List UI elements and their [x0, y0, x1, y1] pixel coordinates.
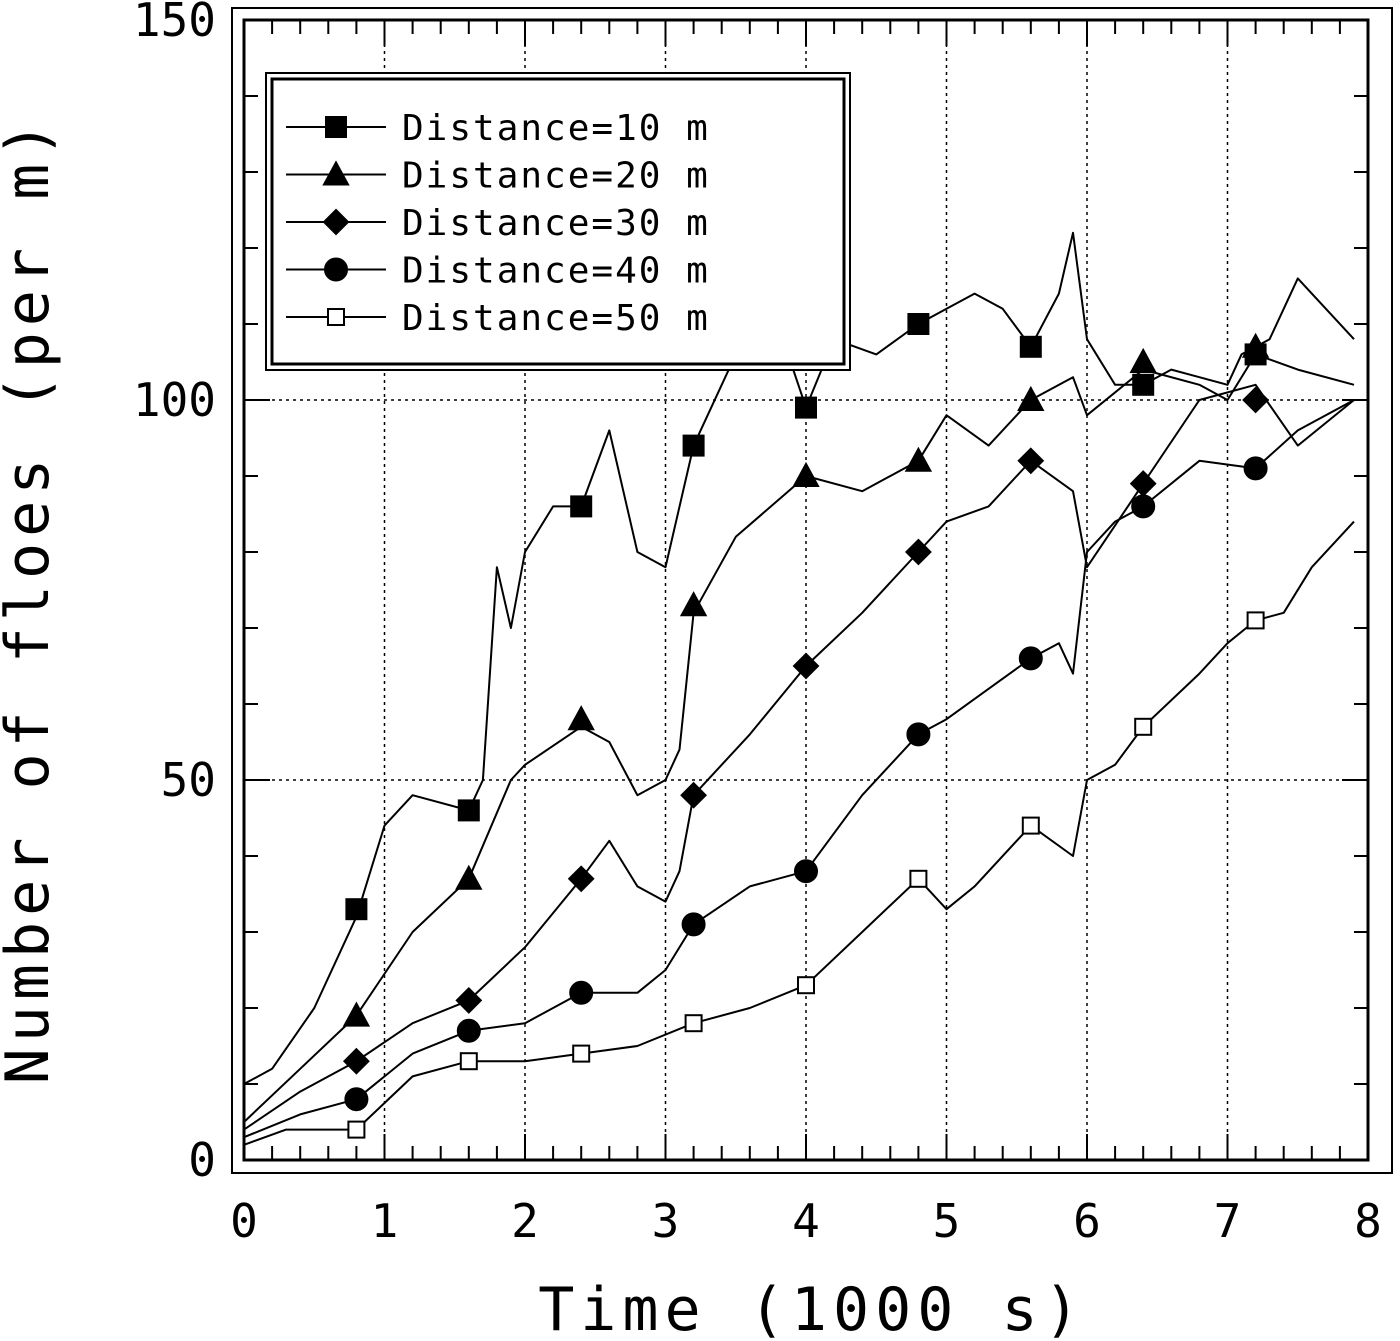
- series-2-point: [792, 461, 820, 487]
- series-4-point: [456, 1018, 481, 1043]
- series-5-point: [1134, 717, 1153, 736]
- x-tick-label: 7: [1214, 1194, 1242, 1248]
- y-tick-label: 0: [188, 1133, 216, 1187]
- series-5-point: [1021, 816, 1040, 835]
- x-tick-label: 5: [933, 1194, 961, 1248]
- series-5-point: [1246, 611, 1265, 630]
- x-axis-title: Time (1000 s): [538, 1275, 1086, 1341]
- y-tick-label: 150: [133, 0, 216, 47]
- series-line-4: [243, 399, 1355, 1139]
- series-1-point: [907, 313, 930, 335]
- series-1-point: [682, 434, 705, 457]
- series-2-point: [679, 591, 708, 617]
- y-tick-label: 50: [161, 753, 216, 807]
- series-2-point: [1129, 347, 1157, 373]
- x-tick-label: 1: [371, 1194, 399, 1248]
- legend-label-2: Distance=20 m: [402, 156, 710, 197]
- legend-label-5: Distance=50 m: [402, 298, 710, 339]
- legend-marker-2: [322, 160, 350, 186]
- legend-label-1: Distance=10 m: [402, 108, 710, 149]
- series-5-point: [347, 1120, 366, 1139]
- series-line-5: [243, 520, 1355, 1146]
- series-1-point: [457, 799, 480, 822]
- series-1-point: [1132, 373, 1155, 396]
- series-5-point: [797, 976, 815, 995]
- series-1-point: [570, 495, 593, 518]
- tick-labels: 0 1 2 3 4 5 6 7 8 0 50 100 150: [133, 0, 1382, 1248]
- x-tick-label: 4: [792, 1194, 820, 1248]
- series-4-point: [344, 1087, 369, 1112]
- y-axis-title: Number of floes (per m): [0, 116, 63, 1085]
- series-2-point: [1241, 332, 1270, 358]
- x-tick-label: 2: [511, 1194, 539, 1248]
- series-3-point: [1242, 386, 1270, 414]
- legend-label-3: Distance=30 m: [402, 203, 710, 244]
- series-1-point: [345, 898, 368, 921]
- series-2-point: [1017, 385, 1045, 411]
- series-4-point: [1131, 494, 1156, 519]
- series-2-point: [342, 1001, 371, 1027]
- x-tick-label: 0: [230, 1194, 258, 1248]
- series-4-point: [906, 722, 931, 747]
- legend-marker-5: [327, 308, 345, 326]
- series-5-point: [459, 1052, 478, 1071]
- legend-marker-1: [325, 116, 347, 138]
- series-4-point: [1243, 456, 1268, 481]
- series-1-point: [795, 396, 817, 419]
- legend-label-4: Distance=40 m: [402, 251, 710, 292]
- series-line-2: [243, 353, 1355, 1123]
- series-markers: [342, 313, 1270, 1139]
- legend-marker-4: [324, 257, 348, 282]
- y-tick-label: 100: [133, 373, 216, 427]
- series-4-point: [794, 859, 818, 884]
- legend-entries: Distance=10 m Distance=20 m Distance=30 m D…: [286, 108, 710, 339]
- series-3-point: [455, 986, 483, 1014]
- legend: Distance=10 m Distance=20 m Distance=30 m D…: [265, 72, 851, 371]
- legend-marker-3: [322, 208, 350, 236]
- legend-frame-inner: [270, 77, 846, 366]
- series-3-point: [680, 781, 708, 809]
- series-4-point: [1018, 646, 1043, 671]
- series-2-point: [455, 864, 483, 890]
- series-3-point: [792, 652, 820, 680]
- series-3-point: [904, 538, 932, 566]
- x-tick-label: 8: [1354, 1194, 1382, 1248]
- series-lines: [243, 231, 1355, 1146]
- x-tick-label: 6: [1073, 1194, 1101, 1248]
- series-line-1: [243, 231, 1355, 1085]
- series-3-point: [342, 1047, 370, 1075]
- series-2-point: [567, 705, 595, 731]
- series-5-point: [684, 1014, 703, 1033]
- axis-ticks: [243, 19, 1369, 1161]
- series-1-point: [1019, 335, 1042, 358]
- series-3-point: [1129, 470, 1157, 498]
- series-4-point: [681, 912, 706, 937]
- series-5-point: [909, 869, 928, 888]
- series-3-point: [1017, 447, 1045, 475]
- series-5-point: [572, 1044, 591, 1063]
- series-4-point: [569, 980, 594, 1005]
- plot-frame-outer: [231, 7, 1393, 1174]
- series-2-point: [904, 446, 933, 472]
- series-line-3: [243, 383, 1355, 1131]
- x-tick-label: 3: [652, 1194, 680, 1248]
- series-3-point: [567, 865, 595, 893]
